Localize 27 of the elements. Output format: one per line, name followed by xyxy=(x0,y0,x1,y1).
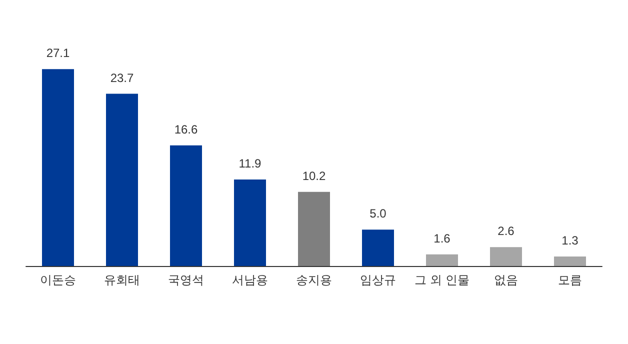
bar xyxy=(490,247,522,266)
bar xyxy=(362,230,394,266)
x-tick-label: 유회태 xyxy=(104,273,140,287)
bar xyxy=(106,94,138,266)
data-label: 27.1 xyxy=(46,46,70,60)
x-tick-label: 모름 xyxy=(558,273,582,287)
bar xyxy=(42,69,74,266)
data-label: 1.3 xyxy=(562,234,579,248)
x-tick-label: 이돈승 xyxy=(40,273,76,287)
data-label: 10.2 xyxy=(302,168,326,183)
bar xyxy=(298,192,330,266)
bar xyxy=(170,145,202,266)
bar xyxy=(234,180,266,266)
x-tick-label: 서남용 xyxy=(232,273,268,287)
x-tick-label: 없음 xyxy=(494,273,518,287)
x-tick-label: 국영석 xyxy=(168,273,204,287)
data-label: 2.6 xyxy=(498,224,515,238)
data-label: 16.6 xyxy=(174,122,198,136)
data-label: 5.0 xyxy=(370,206,387,221)
bar xyxy=(426,254,458,266)
x-tick-label: 임상규 xyxy=(360,273,396,287)
data-label: 11.9 xyxy=(238,156,262,171)
x-tick-label: 송지용 xyxy=(296,273,332,287)
data-label: 1.6 xyxy=(434,231,451,246)
data-label: 23.7 xyxy=(110,70,134,85)
x-tick-label: 그 외 인물 xyxy=(414,273,470,287)
bar xyxy=(554,256,586,266)
